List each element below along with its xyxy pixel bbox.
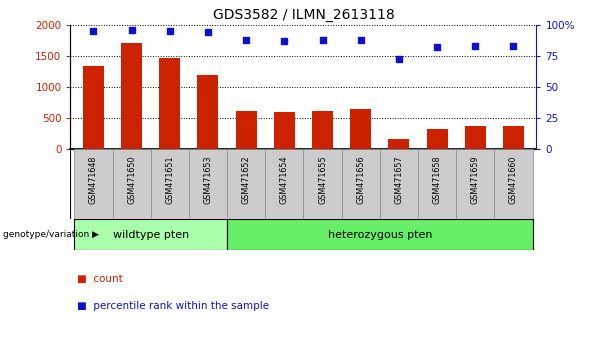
Point: [394, 57, 404, 62]
Bar: [465, 126, 485, 149]
Point: [88, 28, 98, 34]
Bar: [427, 129, 447, 149]
Text: GSM471658: GSM471658: [433, 156, 441, 204]
Bar: [227, 149, 265, 219]
Bar: [235, 110, 257, 149]
Text: ■  count: ■ count: [77, 274, 123, 284]
Text: GSM471660: GSM471660: [509, 156, 518, 204]
Text: GSM471656: GSM471656: [356, 156, 365, 204]
Text: GSM471655: GSM471655: [318, 156, 327, 204]
Bar: [227, 219, 533, 250]
Text: GSM471652: GSM471652: [242, 156, 251, 204]
Bar: [312, 111, 333, 149]
Bar: [151, 149, 189, 219]
Point: [127, 27, 137, 33]
Point: [318, 37, 327, 42]
Point: [280, 38, 289, 44]
Text: GSM471651: GSM471651: [166, 156, 174, 204]
Bar: [159, 58, 180, 149]
Bar: [121, 44, 142, 149]
Bar: [197, 75, 218, 149]
Text: wildtype pten: wildtype pten: [113, 229, 189, 240]
Text: GSM471659: GSM471659: [471, 156, 480, 204]
Text: heterozygous pten: heterozygous pten: [327, 229, 432, 240]
Title: GDS3582 / ILMN_2613118: GDS3582 / ILMN_2613118: [213, 8, 394, 22]
Bar: [83, 66, 104, 149]
Bar: [74, 219, 227, 250]
Point: [432, 44, 442, 50]
Bar: [418, 149, 456, 219]
Text: genotype/variation ▶: genotype/variation ▶: [3, 230, 99, 239]
Text: GSM471650: GSM471650: [127, 156, 136, 204]
Text: GSM471654: GSM471654: [280, 156, 289, 204]
Bar: [189, 149, 227, 219]
Bar: [265, 149, 303, 219]
Point: [470, 43, 480, 48]
Bar: [389, 139, 409, 149]
Bar: [503, 126, 524, 149]
Bar: [350, 109, 371, 149]
Bar: [494, 149, 533, 219]
Text: GSM471657: GSM471657: [394, 156, 403, 204]
Bar: [113, 149, 151, 219]
Bar: [380, 149, 418, 219]
Bar: [456, 149, 494, 219]
Point: [509, 43, 519, 48]
Bar: [274, 112, 295, 149]
Point: [356, 37, 365, 42]
Bar: [303, 149, 341, 219]
Text: ■  percentile rank within the sample: ■ percentile rank within the sample: [77, 301, 268, 311]
Text: GSM471653: GSM471653: [204, 156, 213, 204]
Point: [165, 28, 175, 34]
Bar: [74, 149, 113, 219]
Point: [203, 29, 213, 35]
Bar: [341, 149, 380, 219]
Point: [242, 37, 251, 42]
Text: GSM471648: GSM471648: [89, 156, 98, 204]
